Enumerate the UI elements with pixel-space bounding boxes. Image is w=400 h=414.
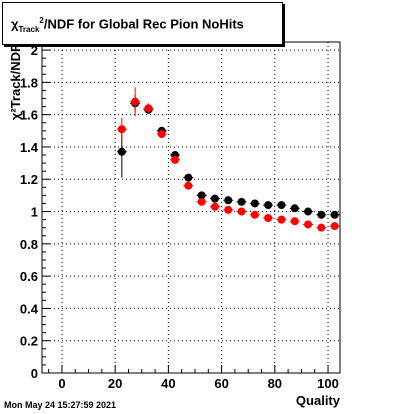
data-point: [144, 104, 153, 113]
data-point: [210, 194, 219, 203]
data-point: [264, 213, 273, 222]
tick-labels: 0 20 40 60 80 100 0 0.2 0.4 0.6 0.8 1 1.2 1.4 1.6 1.8 2: [20, 43, 339, 391]
chart-title: χTrack2/NDF for Global Rec Pion NoHits: [11, 16, 244, 34]
data-point: [290, 217, 299, 226]
data-point: [330, 222, 339, 231]
data-point: [197, 191, 206, 200]
y-tick-label: 1.6: [20, 108, 38, 123]
y-tick-label: 1.4: [20, 140, 39, 155]
data-point: [317, 210, 326, 219]
x-tick-label: 80: [268, 376, 282, 391]
data-point: [290, 204, 299, 213]
data-point: [237, 207, 246, 216]
x-tick-label: 60: [214, 376, 228, 391]
data-point: [304, 207, 313, 216]
data-point: [131, 97, 140, 106]
y-tick-label: 0: [31, 366, 38, 381]
data-point: [277, 201, 286, 210]
data-point: [330, 210, 339, 219]
data-point: [250, 199, 259, 208]
data-point: [304, 220, 313, 229]
data-point: [197, 197, 206, 206]
data-point: [157, 130, 166, 139]
y-axis-label: χ²Track/NDF: [8, 44, 23, 120]
data-series: [116, 87, 340, 232]
data-point: [317, 223, 326, 232]
x-tick-label: 20: [108, 376, 122, 391]
data-point: [264, 201, 273, 210]
data-point: [184, 173, 193, 182]
y-tick-label: 2: [31, 43, 38, 58]
data-point: [277, 215, 286, 224]
x-tick-label: 0: [58, 376, 65, 391]
data-point: [117, 125, 126, 134]
data-point: [224, 205, 233, 214]
x-tick-label: 100: [317, 376, 339, 391]
y-tick-label: 0.6: [20, 269, 38, 284]
title-box: χTrack2/NDF for Global Rec Pion NoHits: [2, 2, 283, 45]
y-tick-label: 1.2: [20, 172, 38, 187]
x-tick-label: 40: [161, 376, 175, 391]
data-point: [117, 147, 126, 156]
y-tick-label: 0.4: [20, 301, 39, 316]
y-tick-label: 1: [31, 205, 38, 220]
data-point: [224, 196, 233, 205]
data-point: [171, 155, 180, 164]
footer-timestamp: Mon May 24 15:27:59 2021: [4, 400, 117, 410]
x-axis-label: Quality: [296, 393, 341, 408]
data-point: [237, 197, 246, 206]
y-tick-label: 0.8: [20, 237, 38, 252]
data-point: [184, 181, 193, 190]
data-point: [250, 210, 259, 219]
y-tick-label: 1.8: [20, 75, 38, 90]
axis-ticks: [42, 49, 329, 374]
plot-frame: [41, 41, 341, 374]
series-1: [116, 87, 340, 232]
data-point: [210, 202, 219, 211]
y-tick-label: 0.2: [20, 334, 38, 349]
